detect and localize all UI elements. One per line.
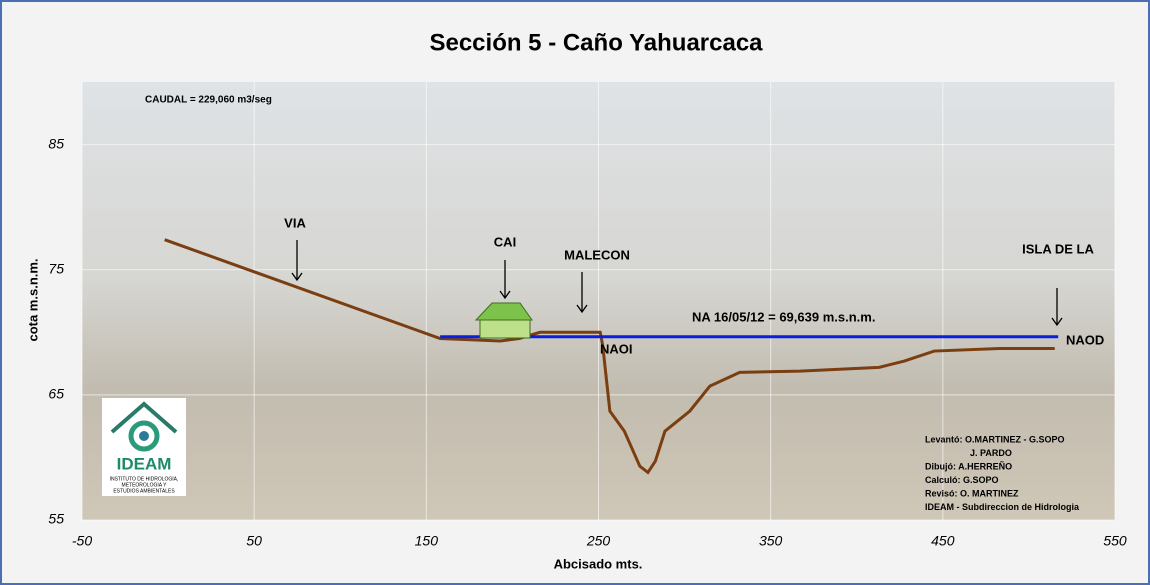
arrow-head — [291, 272, 303, 282]
arrow-head — [499, 290, 511, 300]
logo-subtitle: ESTUDIOS AMBIENTALES — [113, 488, 175, 494]
credit-line: Dibujó: A.HERREÑO — [925, 461, 1012, 471]
credit-line: Calculó: G.SOPO — [925, 475, 999, 485]
annotation: CAI — [494, 234, 516, 249]
chart-title: Sección 5 - Caño Yahuarcaca — [429, 29, 763, 56]
logo-roof — [110, 401, 178, 434]
logo-center — [139, 431, 149, 441]
logo-swirl — [128, 420, 160, 452]
x-tick-label: 150 — [415, 533, 439, 549]
annotation: ISLA DE LA — [1022, 241, 1094, 256]
logo-name: IDEAM — [117, 454, 172, 473]
annotation: VIA — [284, 215, 306, 230]
credit-line: J. PARDO — [970, 448, 1012, 458]
x-tick-label: 450 — [931, 533, 955, 549]
annotation: NAOI — [600, 341, 633, 356]
annotation: NA 16/05/12 = 69,639 m.s.n.m. — [692, 309, 875, 324]
annotation: MALECON — [564, 247, 630, 262]
house-body — [479, 319, 531, 339]
y-tick-label: 65 — [48, 386, 64, 402]
credit-line: Revisó: O. MARTINEZ — [925, 488, 1019, 498]
credit-line: Levantó: O.MARTINEZ - G.SOPO — [925, 434, 1065, 444]
y-tick-label: 55 — [48, 511, 64, 527]
credit-line: IDEAM - Subdireccion de Hidrologia — [925, 502, 1080, 512]
arrow-head — [576, 304, 588, 314]
y-tick-label: 85 — [48, 135, 64, 151]
logo-subtitle: INSTITUTO DE HIDROLOGIA, — [110, 476, 179, 482]
annotation: CAUDAL = 229,060 m3/seg — [145, 95, 272, 106]
arrow-head — [1051, 317, 1063, 327]
y-axis-label: cota m.s.n.m. — [25, 258, 40, 341]
house-icon — [474, 302, 533, 339]
x-tick-label: -50 — [72, 533, 92, 549]
y-tick-label: 75 — [48, 260, 64, 276]
x-tick-label: 350 — [759, 533, 783, 549]
logo-subtitle: METEOROLOGIA Y — [122, 482, 168, 488]
x-axis-label: Abcisado mts. — [554, 556, 643, 571]
x-tick-label: 550 — [1103, 533, 1127, 549]
x-tick-label: 250 — [586, 533, 611, 549]
annotation: NAOD — [1066, 332, 1104, 347]
x-tick-label: 50 — [246, 533, 262, 549]
logo: IDEAM — [102, 398, 186, 496]
